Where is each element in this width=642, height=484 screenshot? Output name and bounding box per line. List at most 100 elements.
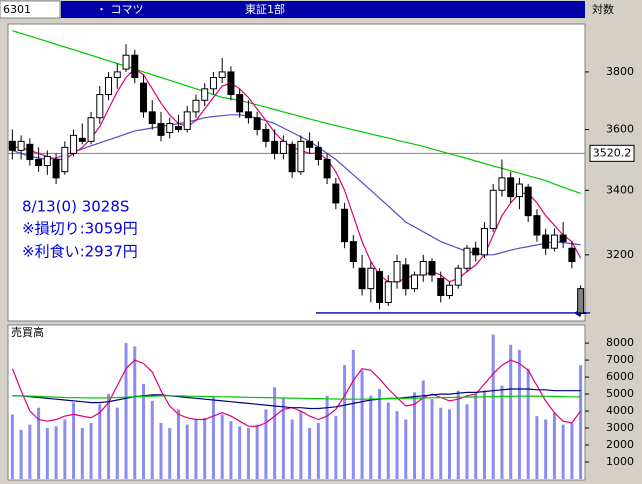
y-tick-label: 2000 <box>606 438 634 451</box>
y-tick-label: 3000 <box>606 421 634 434</box>
volume-bar <box>159 422 163 479</box>
volume-bar <box>142 383 146 479</box>
y-tick-label: 6000 <box>606 370 634 383</box>
candle-body <box>192 99 200 113</box>
volume-bar <box>369 395 373 479</box>
volume-bar <box>229 421 233 479</box>
market: 東証1部 <box>245 2 285 16</box>
candle-body <box>218 71 226 79</box>
candle-body <box>148 111 156 125</box>
y-tick-label: 7000 <box>606 353 634 366</box>
candle-body <box>341 208 349 243</box>
volume-bar <box>89 422 93 479</box>
volume-bar <box>456 390 460 479</box>
volume-bar <box>535 416 539 479</box>
candle-body <box>358 267 366 290</box>
candle-body <box>463 247 471 269</box>
candle-body <box>174 126 182 130</box>
candle-body <box>43 155 51 167</box>
candle-body <box>122 54 130 70</box>
volume-bar <box>54 426 58 479</box>
volume-bar <box>80 428 84 479</box>
annotation: ※損切り:3059円 <box>22 220 138 238</box>
volume-bar <box>395 411 399 479</box>
volume-bar <box>107 394 111 479</box>
candle-body <box>332 183 340 204</box>
line <box>12 395 581 400</box>
volume-bar <box>246 428 250 479</box>
volume-bar <box>491 334 495 479</box>
candle-body <box>236 94 244 113</box>
candle-body <box>349 241 357 263</box>
candle-body <box>271 140 279 154</box>
volume-bar <box>63 419 67 479</box>
y-tick-label: 3200 <box>606 248 634 261</box>
candle-body <box>306 140 314 148</box>
volume-bar <box>430 399 434 479</box>
stock-code: 6301 <box>3 3 31 16</box>
candle-body <box>445 284 453 297</box>
candle-body <box>384 281 392 303</box>
volume-bar <box>439 407 443 479</box>
volume-bar <box>386 402 390 479</box>
volume-bar <box>351 349 355 479</box>
volume-title: 売買高 <box>11 325 44 339</box>
volume-bar <box>37 407 41 479</box>
price-box <box>589 144 635 162</box>
volume-bar <box>211 397 215 479</box>
candle-body <box>376 271 384 303</box>
candle-body <box>113 71 121 79</box>
candle-body <box>550 234 558 249</box>
candle-body <box>314 146 322 160</box>
candle-body <box>131 54 139 79</box>
volume-bar <box>273 387 277 479</box>
volume-bar <box>10 414 14 479</box>
candle-body <box>568 247 576 263</box>
scale-label: 対数 <box>592 2 614 16</box>
volume-bar <box>421 380 425 479</box>
candle-body <box>279 140 287 154</box>
volume-bar <box>203 417 207 479</box>
candle-body <box>498 177 506 191</box>
candle-body <box>507 177 515 198</box>
volume-bar <box>500 385 504 479</box>
y-tick-label: 8000 <box>606 336 634 349</box>
volume-bar <box>544 419 548 479</box>
volume-bar <box>343 365 347 479</box>
candle-body <box>183 111 191 130</box>
candle-body <box>515 183 523 198</box>
volume-bar <box>325 395 329 479</box>
volume-bar <box>465 404 469 479</box>
candle-body <box>323 158 331 179</box>
volume-bar <box>72 402 76 479</box>
volume-bar <box>447 409 451 479</box>
candle-body <box>419 261 427 276</box>
candle-body <box>17 140 25 151</box>
candle-body <box>52 158 60 179</box>
volume-bar <box>404 419 408 479</box>
candle-body <box>297 140 305 173</box>
y-tick-label: 5000 <box>606 387 634 400</box>
volume-bar <box>316 422 320 479</box>
candle-body <box>96 94 104 119</box>
volume-bar <box>552 412 556 479</box>
annotation: 8/13(0) 3028S <box>22 198 129 216</box>
volume-bar <box>168 428 172 479</box>
volume-bar <box>360 370 364 479</box>
volume-bar <box>19 429 23 479</box>
candle-body <box>157 123 165 136</box>
candle-body <box>437 277 445 297</box>
candle-body <box>454 267 462 286</box>
y-tick-label: 3600 <box>606 122 634 135</box>
title-bar <box>61 1 585 18</box>
volume-bar <box>150 400 154 479</box>
candle-body <box>166 123 174 133</box>
candle-body <box>489 189 497 230</box>
candle-body <box>542 234 550 249</box>
annotation: ※利食い:2937円 <box>22 243 138 261</box>
candle-body <box>227 71 235 96</box>
candle-body <box>367 267 375 290</box>
line <box>12 388 581 410</box>
volume-bar <box>264 409 268 479</box>
